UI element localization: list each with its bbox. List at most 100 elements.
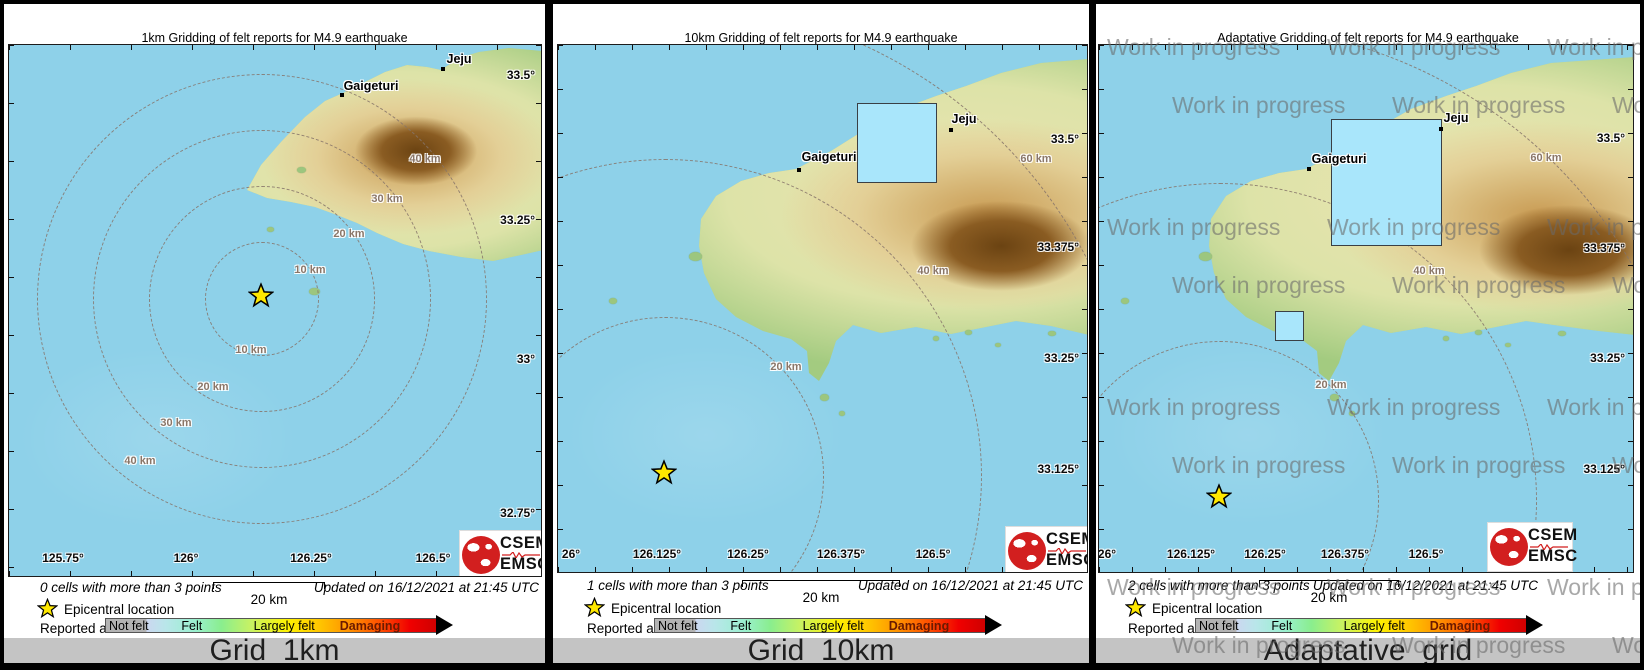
updated-text: Updated on 16/12/2021 at 21:45 UTC — [1312, 578, 1538, 593]
emsc-globe-icon — [1008, 532, 1046, 570]
lat-label: 33.125° — [1037, 462, 1079, 476]
map-ticks — [1099, 45, 1633, 50]
ring-label-20km: 20 km — [770, 361, 802, 373]
watermark-text: Work in progress — [1612, 632, 1640, 658]
reported-as-label: Reported as: — [40, 621, 118, 636]
ring-label-40km-sw: 40 km — [124, 455, 156, 467]
logo-csem-text: CSEM — [500, 534, 541, 552]
star-icon — [36, 597, 59, 619]
jeju-label: Jeju — [951, 112, 977, 126]
map-ticks — [1628, 45, 1633, 572]
watermark-text: Work in progress — [1547, 574, 1640, 600]
lon-label: 126.25° — [727, 547, 769, 561]
legend-epicenter-star — [36, 597, 59, 620]
lat-label: 33° — [516, 352, 535, 366]
colorbar-arrow — [436, 615, 453, 635]
panel1-title-line1: 1km Gridding of felt reports for M4.9 ea… — [141, 31, 408, 45]
map-ticks — [558, 567, 1087, 572]
lat-label: 33.5° — [1050, 132, 1079, 146]
epicenter-label: Epicentral location — [64, 602, 175, 617]
lat-label: 33.25° — [500, 213, 535, 227]
colorbar-label-damaging: Damaging — [888, 618, 950, 633]
watermark-text: Work in progress — [1172, 632, 1346, 658]
scale-bar-label: 20 km — [1310, 590, 1348, 605]
ring-label-20km-ne: 20 km — [333, 228, 365, 240]
star-icon — [1205, 483, 1233, 509]
epicenter-star — [650, 459, 678, 491]
gaigeturi-dot — [797, 168, 801, 172]
panel3-title-line1: Adaptative Gridding of felt reports for … — [1217, 31, 1519, 45]
gaigeturi-label: Gaigeturi — [1311, 152, 1367, 166]
caption-strip: Adaptative grid — [1096, 636, 1640, 663]
gaigeturi-dot — [1307, 167, 1311, 171]
csem-emsc-logo: CSEM EMSC — [1005, 526, 1087, 572]
logo-emsc-text: EMSC — [500, 555, 541, 573]
watermark-text: Work in progress — [1327, 574, 1501, 600]
colorbar-label-damaging: Damaging — [1429, 618, 1491, 633]
lon-label: 126.375° — [816, 547, 866, 561]
watermark-text: Work in progress — [1612, 92, 1640, 118]
logo-csem-text: CSEM — [1528, 526, 1578, 544]
scale-bar-label: 20 km — [802, 590, 840, 605]
intensity-colorbar: Not felt Felt Largely felt Damaging — [654, 618, 986, 633]
map-ticks — [9, 45, 541, 50]
watermark-text: Work in progress — [1107, 34, 1281, 60]
lat-label: 33.5° — [506, 68, 535, 82]
panel1-map: 10 km 20 km 30 km 40 km 10 km 20 km 30 k… — [8, 44, 542, 577]
legend-epicenter-star — [1124, 596, 1147, 619]
map-ticks — [558, 45, 563, 572]
epicenter-label: Epicentral location — [1152, 601, 1263, 616]
watermark-text: Work in progress — [1392, 632, 1566, 658]
intensity-colorbar: Not felt Felt Largely felt Damaging — [105, 618, 437, 633]
map-ticks — [536, 45, 541, 576]
watermark-text: Work in progress — [1107, 574, 1281, 600]
panel-grid-1km: 1km Gridding of felt reports for M4.9 ea… — [4, 4, 545, 663]
watermark-text: Work in progress — [1107, 394, 1281, 420]
watermark-text: Work in progress — [1612, 272, 1640, 298]
watermark-text: Work in progress — [1612, 452, 1640, 478]
watermark-text: Work in progress — [1392, 272, 1566, 298]
caption-strip: Grid 1km — [4, 636, 545, 663]
panel2-map: 20 km 40 km 60 km Gaigeturi Jeju 33.5° 3… — [557, 44, 1088, 573]
epicenter-star — [247, 282, 275, 314]
scale-bar — [742, 580, 900, 587]
ring-label-60km: 60 km — [1530, 152, 1562, 164]
lat-label: 33.375° — [1583, 241, 1625, 255]
panel3-caption: Adaptative grid — [1263, 634, 1473, 664]
lon-label: 126.125° — [632, 547, 682, 561]
felt-report-cell-large — [1331, 119, 1442, 246]
epicenter-label: Epicentral location — [611, 601, 722, 616]
felt-report-cell-small — [1275, 311, 1304, 341]
watermark-text: Work in progress — [1547, 214, 1640, 240]
ring-label-20km-sw: 20 km — [197, 381, 229, 393]
felt-report-cell — [857, 103, 937, 183]
star-icon — [1124, 596, 1147, 618]
colorbar-arrow — [1526, 615, 1543, 635]
ring-label-40km: 40 km — [1413, 265, 1445, 277]
scale-bar-label: 20 km — [250, 592, 288, 607]
caption-strip: Grid 10km — [553, 636, 1089, 663]
logo-csem-text: CSEM — [1046, 530, 1087, 548]
lat-label: 33.375° — [1037, 240, 1079, 254]
logo-emsc-text: EMSC — [1528, 547, 1578, 565]
watermark-text: Work in progress — [1547, 34, 1640, 60]
lon-label: 126.5° — [1408, 547, 1444, 561]
panel-grid-10km: 10km Gridding of felt reports for M4.9 e… — [553, 4, 1089, 663]
watermark-text: Work in progress — [1172, 452, 1346, 478]
jeju-dot — [1439, 127, 1443, 131]
map-ticks — [1099, 567, 1633, 572]
csem-emsc-logo: CSEM EMSC — [459, 530, 541, 576]
gaigeturi-label: Gaigeturi — [343, 79, 399, 93]
colorbar-label-felt: Felt — [730, 618, 752, 633]
epicenter-star — [1205, 483, 1233, 515]
colorbar-label-notfelt: Not felt — [109, 618, 149, 633]
lon-label: 126.5° — [915, 547, 951, 561]
panel2-title-line1: 10km Gridding of felt reports for M4.9 e… — [684, 31, 958, 45]
lon-label: 126.375° — [1320, 547, 1370, 561]
distance-ring-40km — [37, 74, 487, 524]
csem-emsc-logo: CSEM EMSC — [1487, 522, 1577, 572]
map-ticks — [9, 45, 14, 576]
seismogram-icon — [1530, 544, 1568, 550]
panel3-map: 20 km 40 km 60 km Gaigeturi Jeju 33.5° 3… — [1098, 44, 1634, 573]
legend-epicenter-star — [583, 596, 606, 619]
